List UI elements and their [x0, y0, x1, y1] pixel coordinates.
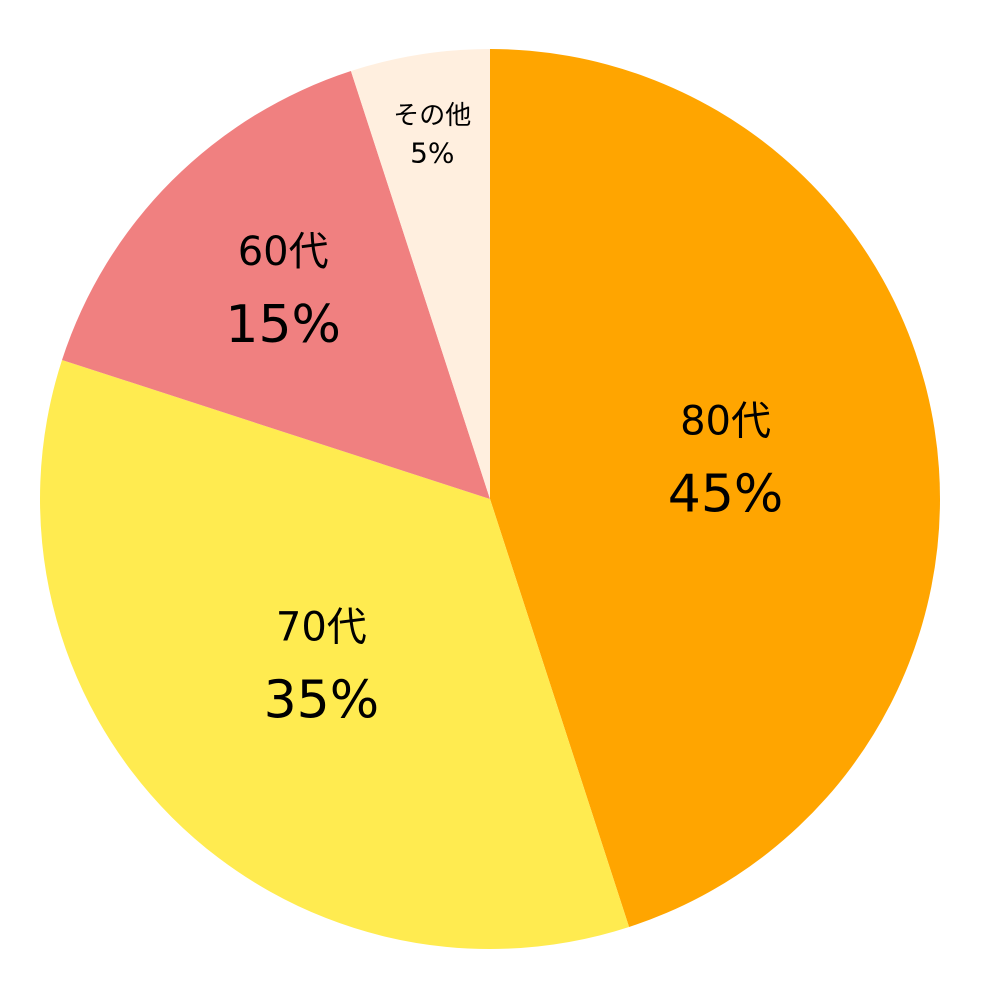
slice-category: 80代 [680, 399, 771, 445]
slice-category: 60代 [238, 229, 329, 275]
slice-category: その他 [393, 101, 471, 131]
pie-slice [40, 359, 630, 949]
pie-slice [350, 49, 490, 499]
slice-percent: 45% [668, 465, 784, 525]
slice-percent: 35% [264, 671, 380, 731]
slice-percent: 5% [410, 137, 454, 170]
pie-slice [62, 71, 490, 499]
pie-slice [490, 49, 940, 927]
slice-percent: 15% [225, 295, 341, 355]
slice-category: 70代 [276, 605, 367, 651]
